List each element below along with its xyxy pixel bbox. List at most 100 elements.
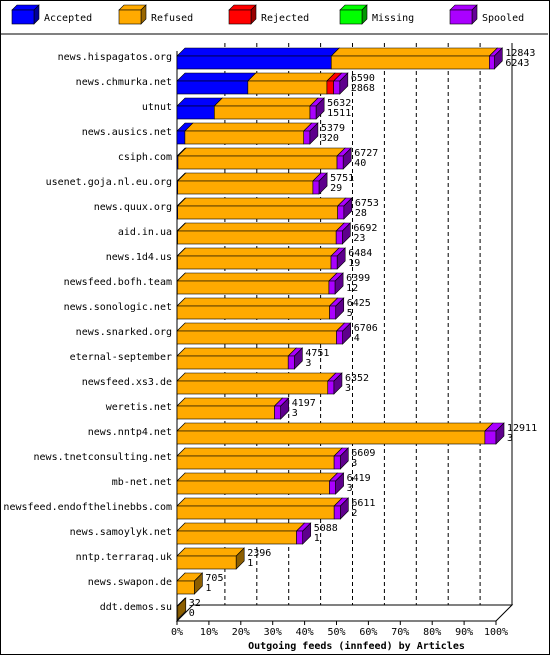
bar-segment-refused <box>176 380 329 395</box>
bar-top-refused <box>176 197 347 207</box>
bar-top-refused <box>176 447 343 457</box>
bar-accepted-label: 3 <box>351 458 357 469</box>
bar-segment-spooled <box>327 380 335 395</box>
bar-segment-refused <box>177 255 332 270</box>
bar-total-label: 4751 <box>305 348 329 359</box>
bar-segment-spooled <box>336 155 344 170</box>
bar-top-refused <box>176 522 306 532</box>
category-label: mb-net.net <box>112 477 172 488</box>
bar-total-label: 6706 <box>354 323 378 334</box>
bar-accepted-label: 19 <box>348 258 360 269</box>
bar-total-label: 6425 <box>347 298 371 309</box>
bar-accepted-label: 29 <box>330 183 342 194</box>
bar-total-label: 12843 <box>505 48 535 59</box>
bar-total-label: 705 <box>205 573 223 584</box>
x-tick-label: 30% <box>264 627 282 638</box>
category-label: newsfeed.bofh.team <box>64 277 172 288</box>
bar-segment-refused <box>176 355 289 370</box>
bar-total-label: 12911 <box>507 423 537 434</box>
bar-top-refused <box>176 222 345 232</box>
legend-swatch-refused <box>118 9 142 25</box>
category-label: news.samoylyk.net <box>70 527 172 538</box>
bar-top-refused <box>177 147 346 157</box>
bar-segment-spooled <box>303 130 311 145</box>
bar-accepted-label: 23 <box>353 233 365 244</box>
legend-swatch-spooled <box>449 9 473 25</box>
bar-total-label: 6753 <box>355 198 379 209</box>
bar-total-label: 6692 <box>353 223 377 234</box>
category-label: weretis.net <box>106 402 172 413</box>
x-tick-label: 60% <box>359 627 377 638</box>
category-label: nntp.terraraq.uk <box>76 552 172 563</box>
x-tick-label: 80% <box>423 627 441 638</box>
legend-label-rejected: Rejected <box>261 13 309 24</box>
category-label: news.1d4.us <box>106 252 172 263</box>
bar-top-refused <box>176 497 343 507</box>
category-label: ddt.demos.su <box>100 602 172 613</box>
bar-side <box>343 197 353 220</box>
bar-side <box>194 572 203 595</box>
bar-top-refused <box>176 397 284 407</box>
bar-segment-refused <box>177 205 338 220</box>
bar-accepted-label: 3 <box>305 358 311 369</box>
category-label: news.swapon.de <box>88 577 172 588</box>
category-label: news.tnetconsulting.net <box>34 452 172 463</box>
bar-segment-refused <box>176 505 335 520</box>
bar-total-label: 6611 <box>351 498 375 509</box>
floor-plane <box>175 604 514 622</box>
bar-total-label: 6484 <box>348 248 372 259</box>
bar-total-label: 6609 <box>351 448 375 459</box>
bar-accepted-label: 40 <box>354 158 366 169</box>
bar-side <box>494 47 503 70</box>
bar-accepted-label: 28 <box>355 208 367 219</box>
bar-accepted-label: 5 <box>347 308 353 319</box>
bar-accepted-label: 3 <box>347 483 353 494</box>
bar-side <box>339 72 349 95</box>
bar-segment-accepted <box>176 105 215 120</box>
bar-segment-spooled <box>287 355 295 370</box>
bar-top-refused <box>176 422 494 432</box>
bar-segment-spooled <box>484 430 497 445</box>
category-label: news.quux.org <box>94 202 172 213</box>
bar-segment-accepted <box>176 130 186 145</box>
x-tick-label: 20% <box>232 627 250 638</box>
bar-segment-spooled <box>333 455 341 470</box>
category-label: news.chmurka.net <box>76 77 172 88</box>
bar-top-refused <box>176 172 322 182</box>
bar-top-refused <box>176 347 297 357</box>
bar-segment-refused <box>176 530 297 545</box>
category-label: news.snarked.org <box>76 327 172 338</box>
bar-segment-refused <box>176 455 335 470</box>
bar-total-label: 5751 <box>330 173 354 184</box>
bar-accepted-label: 3 <box>507 433 513 444</box>
category-label: usenet.goja.nl.eu.org <box>46 177 172 188</box>
category-label: aid.in.ua <box>118 227 172 238</box>
bar-total-label: 6352 <box>345 373 369 384</box>
bar-accepted-label: 3 <box>292 408 298 419</box>
bar-segment-refused <box>176 330 337 345</box>
bar-total-label: 2396 <box>247 548 271 559</box>
bar-side <box>342 322 351 345</box>
bar-accepted-label: 0 <box>189 608 195 619</box>
bar-segment-spooled <box>333 80 341 95</box>
x-tick-label: 90% <box>455 627 473 638</box>
bar-top-accepted <box>176 47 340 57</box>
bar-segment-refused <box>176 430 486 445</box>
bar-segment-refused <box>177 180 314 195</box>
bar-segment-spooled <box>329 305 337 320</box>
bar-segment-accepted <box>176 55 332 70</box>
bar-side <box>340 497 349 520</box>
bar-total-label: 6399 <box>346 273 370 284</box>
bar-top-refused <box>247 72 336 82</box>
bar-top-refused <box>176 547 245 557</box>
bar-segment-spooled <box>336 330 343 345</box>
bar-total-label: 32 <box>189 598 201 609</box>
bar-segment-spooled <box>329 480 336 495</box>
bar-side <box>335 472 344 495</box>
bar-total-label: 6419 <box>347 473 371 484</box>
category-label: news.ausics.net <box>82 127 172 138</box>
category-label: news.hispagatos.org <box>58 52 172 63</box>
bar-accepted-label: 3 <box>345 383 351 394</box>
bar-total-label: 5088 <box>314 523 338 534</box>
